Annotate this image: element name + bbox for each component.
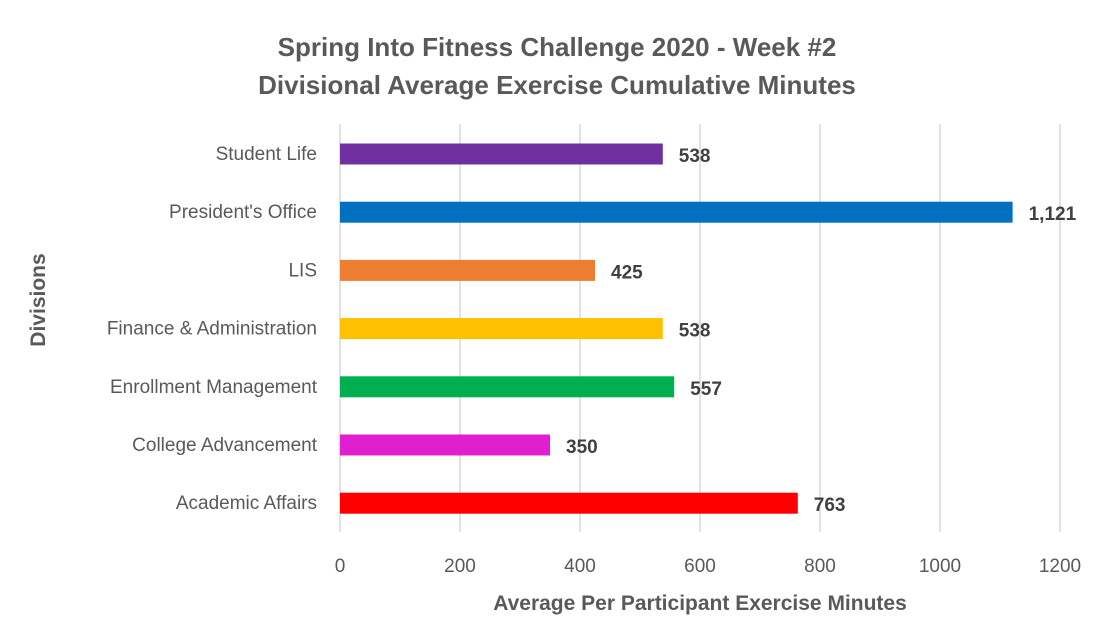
bar-4	[340, 376, 675, 398]
value-label-2: 425	[611, 262, 643, 283]
bar-1	[340, 201, 1013, 223]
bar-0	[340, 143, 663, 165]
x-tick-label-800: 800	[804, 556, 836, 577]
value-label-3: 538	[679, 321, 711, 342]
bars	[340, 143, 1013, 514]
x-tick-label-400: 400	[564, 556, 596, 577]
chart-title-line-1: Spring Into Fitness Challenge 2020 - Wee…	[278, 32, 837, 62]
bar-6	[340, 492, 798, 514]
value-label-1: 1,121	[1029, 204, 1077, 225]
x-tick-label-1000: 1000	[919, 556, 961, 577]
bar-2	[340, 259, 595, 281]
x-axis-title: Average Per Participant Exercise Minutes	[493, 592, 907, 615]
x-tick-label-600: 600	[684, 556, 716, 577]
x-tick-label-0: 0	[335, 556, 346, 577]
category-label-5: College Advancement	[132, 435, 318, 456]
x-tick-labels: 0 200 400 600 800 1000 1200	[335, 556, 1081, 577]
x-tick-label-1200: 1200	[1039, 556, 1081, 577]
value-label-0: 538	[679, 146, 711, 167]
value-label-5: 350	[566, 437, 598, 458]
category-label-1: President's Office	[169, 202, 317, 223]
category-label-0: Student Life	[216, 144, 317, 165]
category-labels: Student Life President's Office LIS Finance…	[107, 144, 318, 514]
value-label-4: 557	[690, 379, 722, 400]
y-axis-title: Divisions	[27, 253, 50, 346]
chart-title-line-2: Divisional Average Exercise Cumulative M…	[258, 70, 856, 100]
category-label-6: Academic Affairs	[176, 493, 317, 514]
bar-5	[340, 434, 550, 456]
x-tick-label-200: 200	[444, 556, 476, 577]
category-label-3: Finance & Administration	[107, 319, 317, 340]
bar-3	[340, 318, 663, 340]
value-label-6: 763	[814, 495, 846, 516]
category-label-4: Enrollment Management	[110, 377, 318, 398]
category-label-2: LIS	[288, 260, 317, 281]
value-labels: 538 1,121 425 538 557 350 763	[566, 146, 1077, 516]
